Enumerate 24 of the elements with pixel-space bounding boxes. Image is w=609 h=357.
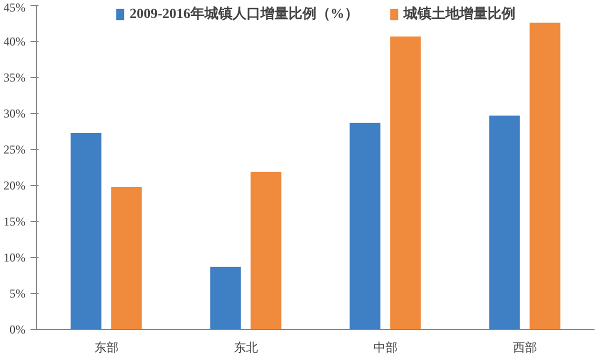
bar: [390, 36, 421, 330]
y-tick-label: 5%: [10, 286, 26, 300]
bar: [70, 132, 102, 330]
x-tick-label: 西部: [512, 340, 537, 354]
legend-label: 2009-2016年城镇人口增量比例（%）: [130, 5, 358, 23]
y-tick-label: 0%: [10, 322, 26, 336]
y-tick-label: 15%: [4, 214, 26, 228]
x-tick-label: 中部: [373, 340, 398, 354]
legend-label: 城镇土地增量比例: [403, 5, 516, 23]
y-tick-label: 35%: [4, 70, 26, 84]
y-tick-label: 25%: [4, 142, 26, 156]
y-tick-label: 10%: [4, 250, 26, 264]
bar: [350, 122, 380, 330]
x-tick-label: 东北: [234, 340, 258, 354]
bar: [250, 172, 282, 330]
bar: [111, 186, 142, 330]
bar: [530, 22, 560, 330]
bar: [210, 266, 241, 330]
y-tick-label: 20%: [4, 178, 26, 192]
y-tick-label: 40%: [4, 34, 26, 48]
bar: [489, 116, 520, 330]
x-tick-label: 东部: [94, 340, 118, 354]
y-tick-label: 30%: [4, 106, 26, 120]
y-tick-label: 45%: [4, 0, 26, 14]
